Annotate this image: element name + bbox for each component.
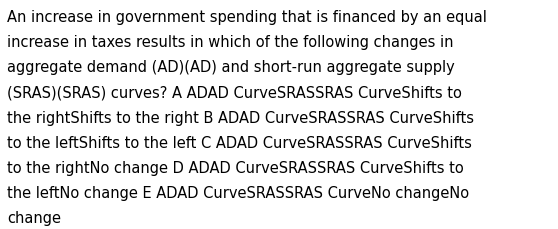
Text: to the rightNo change D ADAD CurveSRASSRAS CurveShifts to: to the rightNo change D ADAD CurveSRASSR…: [7, 160, 464, 175]
Text: change: change: [7, 210, 61, 225]
Text: aggregate demand (AD)(AD) and short-run aggregate supply: aggregate demand (AD)(AD) and short-run …: [7, 60, 455, 75]
Text: increase in taxes results in which of the following changes in: increase in taxes results in which of th…: [7, 35, 454, 50]
Text: (SRAS)(SRAS) curves? A ADAD CurveSRASSRAS CurveShifts to: (SRAS)(SRAS) curves? A ADAD CurveSRASSRA…: [7, 85, 462, 100]
Text: An increase in government spending that is financed by an equal: An increase in government spending that …: [7, 10, 487, 25]
Text: the rightShifts to the right B ADAD CurveSRASSRAS CurveShifts: the rightShifts to the right B ADAD Curv…: [7, 110, 474, 125]
Text: the leftNo change E ADAD CurveSRASSRAS CurveNo changeNo: the leftNo change E ADAD CurveSRASSRAS C…: [7, 185, 469, 200]
Text: to the leftShifts to the left C ADAD CurveSRASSRAS CurveShifts: to the leftShifts to the left C ADAD Cur…: [7, 135, 472, 150]
